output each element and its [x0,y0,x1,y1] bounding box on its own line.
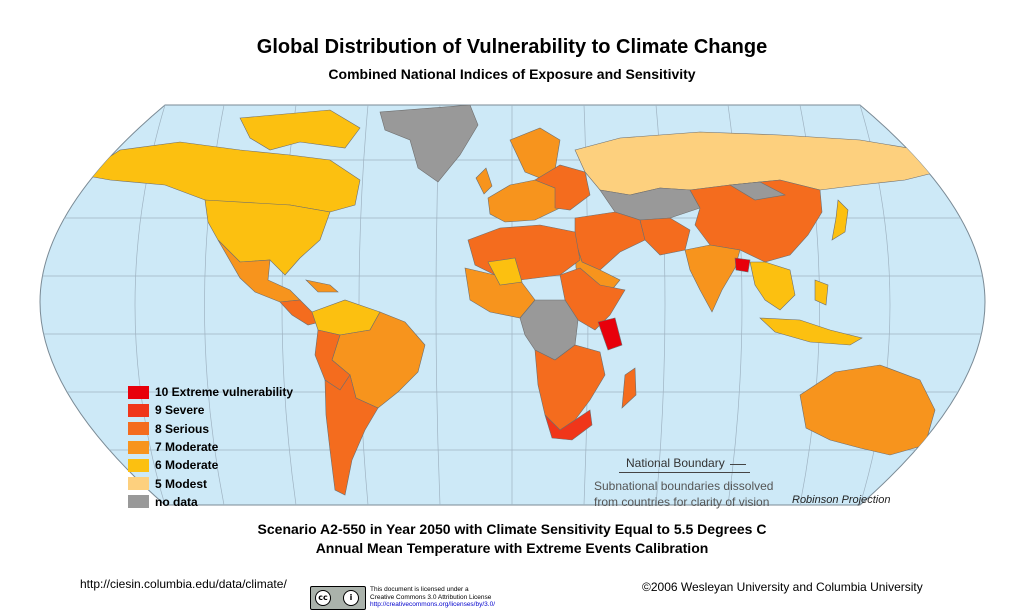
kenya [597,317,623,351]
legend-item-6: 6 Moderate [128,456,293,474]
philippines [814,279,829,306]
national-boundary-label: National Boundary [626,456,725,470]
scenario-line-2: Annual Mean Temperature with Extreme Eve… [315,540,709,556]
bangladesh [734,257,751,273]
copyright: ©2006 Wesleyan University and Columbia U… [642,580,923,594]
legend-swatch [128,440,149,454]
scenario-line-1: Scenario A2-550 in Year 2050 with Climat… [257,521,767,537]
legend-label: 5 Modest [155,476,208,491]
southern-africa [534,344,606,431]
usa [204,199,331,276]
legend-label: no data [155,494,198,509]
legend-swatch [128,495,149,509]
legend-label: 7 Moderate [155,440,219,455]
canadian-arctic [239,109,361,151]
new-zealand [947,447,966,481]
legend-item-7: 7 Moderate [128,438,293,456]
cc-license-badge[interactable]: cc i [310,586,366,610]
mali-niger [487,257,523,286]
legend-label: 9 Severe [155,403,205,418]
map-subtitle: Combined National Indices of Exposure an… [328,66,696,82]
boundary-divider [619,472,750,473]
caribbean [305,279,339,293]
legend-item-9: 9 Severe [128,401,293,419]
legend-item-no-data: no data [128,493,293,511]
legend-item-5: 5 Modest [128,474,293,492]
madagascar [621,367,637,409]
license-text: This document is licensed under a Creati… [370,586,495,609]
europe-east [534,164,591,211]
license-line1: This document is licensed under a [370,586,469,593]
china [689,179,823,263]
south-africa [544,409,593,441]
legend-swatch [128,403,149,417]
cc-icon: cc [315,590,331,606]
projection-label: Robinson Projection [792,494,891,506]
legend-label: 8 Serious [155,421,210,436]
attribution-icon: i [343,590,359,606]
legend-swatch [128,458,149,472]
legend: 10 Extreme vulnerability 9 Severe 8 Seri… [128,383,293,511]
argentina-chile [324,374,379,496]
license-line2: Creative Commons 3.0 Attribution License [370,593,492,601]
map-title: Global Distribution of Vulnerability to … [256,36,768,58]
southeast-asia [749,261,796,311]
boundary-note-line2: from countries for clarity of vision [594,495,770,509]
boundary-line-sample [730,464,746,465]
boundary-note: Subnational boundaries dissolved from co… [594,478,773,510]
boundary-note-line1: Subnational boundaries dissolved [594,479,774,493]
source-url[interactable]: http://ciesin.columbia.edu/data/climate/ [80,577,287,591]
legend-swatch [128,385,149,399]
india [684,244,741,313]
license-link[interactable]: http://creativecommons.org/licenses/by/3… [370,601,496,608]
land [81,105,966,496]
legend-item-8: 8 Serious [128,420,293,438]
japan [831,199,849,241]
uk [475,167,493,195]
legend-label: 6 Moderate [155,458,219,473]
greenland [379,105,479,183]
mongolia [729,181,786,201]
indonesia [759,317,863,346]
legend-item-10: 10 Extreme vulnerability [128,383,293,401]
legend-label: 10 Extreme vulnerability [155,385,294,400]
north-america-canada [81,141,361,213]
legend-swatch [128,422,149,436]
legend-swatch [128,477,149,491]
mexico [217,239,301,303]
